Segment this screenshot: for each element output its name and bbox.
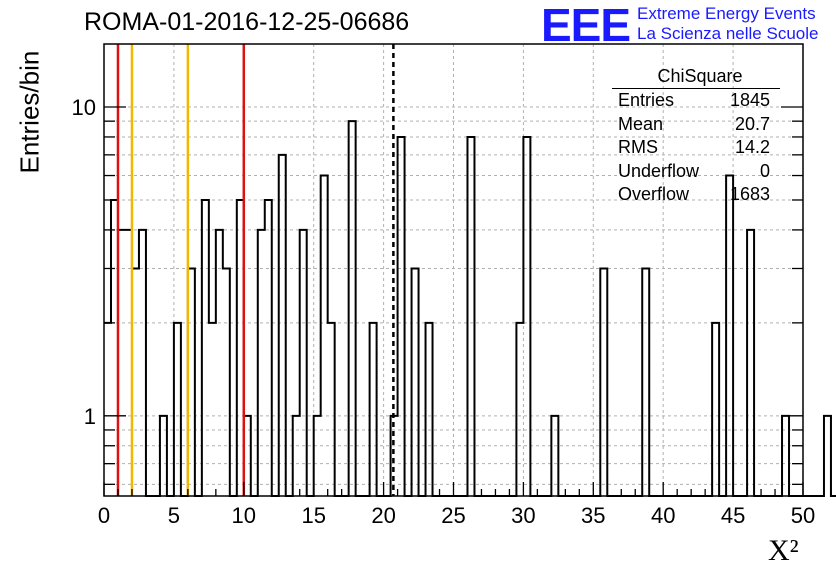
x-axis-label: X² (768, 534, 799, 567)
stats-value: 1683 (729, 184, 770, 204)
stats-value: 20.7 (734, 113, 770, 134)
histogram-bin (328, 323, 335, 496)
histogram-bin (321, 176, 328, 496)
histogram-bin (279, 155, 286, 496)
histogram-bin (747, 230, 754, 496)
histogram-bin (216, 230, 223, 496)
histogram-bin (642, 268, 649, 496)
stats-row: Mean 20.7 (612, 113, 780, 137)
x-tick-label: 5 (168, 503, 180, 528)
y-axis-label: Entries/bin (14, 50, 45, 174)
histogram-bin (516, 323, 523, 496)
chart-title: ROMA-01-2016-12-25-06686 (84, 8, 410, 36)
x-tick-label: 50 (791, 503, 815, 528)
stats-box: ChiSquare Entries 1845 Mean 20.7 RMS 14.… (612, 66, 780, 207)
histogram-bin (824, 416, 831, 496)
histogram-bin (712, 323, 719, 496)
histogram-series (104, 120, 836, 497)
stats-row: Entries 1845 (612, 89, 780, 113)
x-tick-label: 10 (232, 503, 256, 528)
histogram-bin (412, 268, 419, 496)
stats-label: Overflow (618, 184, 690, 204)
stats-label: Underflow (618, 160, 700, 181)
stats-value: 1845 (729, 90, 770, 110)
y-tick-label: 10 (72, 95, 96, 120)
stats-box-title: ChiSquare (612, 66, 780, 89)
histogram-bin (174, 323, 181, 496)
histogram-bin (726, 176, 733, 496)
x-tick-label: 15 (301, 503, 325, 528)
histogram-bin (426, 323, 433, 496)
histogram-bin (300, 230, 307, 496)
stats-row: RMS 14.2 (612, 136, 780, 160)
histogram-bin (209, 323, 216, 496)
eee-logo: EEE (541, 0, 631, 51)
histogram-bin (265, 200, 272, 496)
stats-value: 0 (759, 160, 770, 181)
logo-line-2: La Scienza nelle Scuole (637, 24, 819, 43)
x-tick-label: 30 (511, 503, 535, 528)
histogram-bin (349, 121, 356, 496)
x-tick-label: 0 (98, 503, 110, 528)
x-tick-label: 25 (441, 503, 465, 528)
histogram-bin (202, 200, 209, 496)
x-tick-label: 35 (581, 503, 605, 528)
histogram-bin (398, 137, 405, 496)
histogram-bin (523, 137, 530, 496)
histogram-bin (258, 230, 265, 496)
stats-label: Mean (618, 113, 664, 134)
histogram-bin (223, 268, 230, 496)
histogram-bin (370, 323, 377, 496)
stats-value: 14.2 (734, 137, 770, 157)
x-tick-label: 40 (651, 503, 675, 528)
stats-label: RMS (618, 137, 658, 157)
stats-row: Underflow 0 (612, 160, 780, 184)
stats-label: Entries (618, 90, 675, 110)
histogram-bin (600, 268, 607, 496)
histogram-bin (139, 230, 146, 496)
x-tick-label: 45 (721, 503, 745, 528)
x-tick-label: 20 (371, 503, 395, 528)
y-tick-label: 1 (84, 404, 96, 429)
logo-line-1: Extreme Energy Events (637, 4, 816, 23)
stats-row: Overflow 1683 (612, 183, 780, 207)
histogram-bin (467, 137, 474, 496)
histogram-bin (104, 323, 111, 496)
